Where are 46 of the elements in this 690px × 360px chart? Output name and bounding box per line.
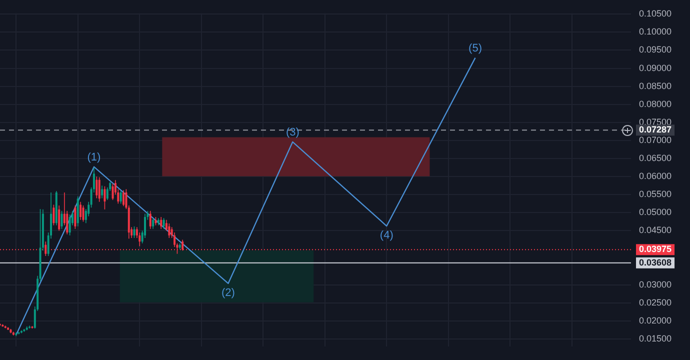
candlestick xyxy=(60,210,63,230)
y-tick-label: 0.07000 xyxy=(639,134,672,145)
annotation: (1) xyxy=(87,151,101,164)
y-tick-label: 0.07500 xyxy=(639,116,672,127)
y-tick-label: 0.10500 xyxy=(639,8,672,19)
candlestick xyxy=(52,204,55,226)
y-tick-label: 0.02500 xyxy=(639,297,672,308)
y-tick-label: 0.05500 xyxy=(639,189,672,200)
y-tick-label: 0.04500 xyxy=(639,225,672,236)
y-tick-label: 0.10000 xyxy=(639,26,672,37)
annotation: (3) xyxy=(286,126,300,138)
candlestick xyxy=(133,226,136,238)
candlestick xyxy=(122,190,125,207)
candlestick xyxy=(160,216,162,230)
candlestick xyxy=(82,205,84,222)
candlestick xyxy=(44,241,47,256)
y-tick-label: 0.09000 xyxy=(639,62,672,73)
annotation: (5) xyxy=(468,42,482,54)
ref-line-label: 0.07287 xyxy=(639,124,672,135)
candlestick xyxy=(152,218,154,230)
y-tick-label: 0.06500 xyxy=(639,153,672,164)
candlestick xyxy=(74,205,76,230)
annotation: (2) xyxy=(222,286,235,299)
y-tick-label: 0.01500 xyxy=(639,334,672,344)
candlestick xyxy=(168,223,170,238)
candlestick xyxy=(96,176,98,199)
candlestick xyxy=(80,201,82,220)
candlestick xyxy=(149,210,152,230)
ref-line-label: 0.03608 xyxy=(639,257,672,268)
y-tick-label: 0.06000 xyxy=(639,171,672,182)
ref-line-label: 0.03975 xyxy=(639,244,672,254)
annotation: (4) xyxy=(380,230,394,242)
candlestick xyxy=(68,214,71,236)
candlestick xyxy=(98,176,100,202)
candlestick xyxy=(112,183,114,200)
y-tick-label: 0.08500 xyxy=(639,80,672,91)
candlestick xyxy=(58,205,60,232)
y-tick-label: 0.02000 xyxy=(639,315,672,326)
y-tick-label: 0.09500 xyxy=(639,44,672,55)
y-tick-label: 0.05000 xyxy=(639,207,672,218)
y-tick-label: 0.03000 xyxy=(639,279,672,290)
candlestick xyxy=(120,190,122,204)
candlestick xyxy=(101,185,104,199)
candlestick xyxy=(162,218,165,230)
candlestick xyxy=(104,186,106,210)
y-tick-label: 0.08000 xyxy=(639,98,672,109)
